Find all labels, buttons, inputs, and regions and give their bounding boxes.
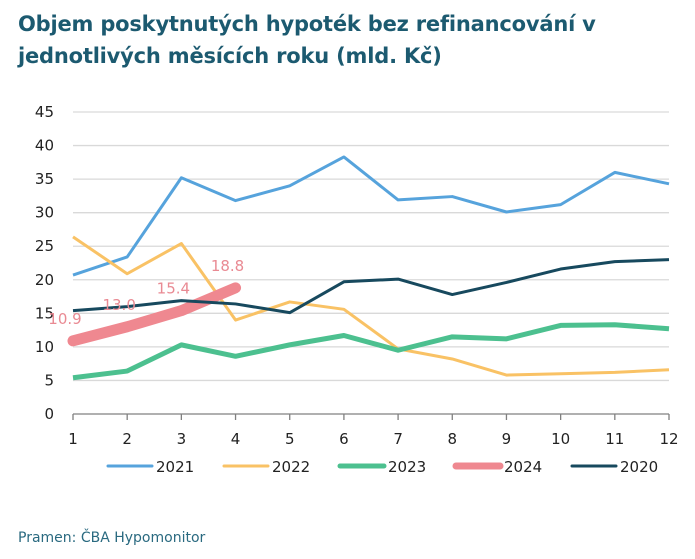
series-line-2021 xyxy=(72,155,670,277)
legend: 2021 2022 2023 2024 2020 xyxy=(106,458,658,476)
x-tick-label: 1 xyxy=(68,430,78,448)
y-tick-label: 15 xyxy=(35,304,54,322)
x-axis: 1 2 3 4 5 6 7 8 9 10 11 12 xyxy=(68,413,679,448)
legend-item-2024: 2024 xyxy=(452,458,542,476)
series-line-2023 xyxy=(72,322,670,381)
series-line-2020 xyxy=(72,258,670,315)
y-tick-label: 30 xyxy=(35,204,54,222)
data-labels: 10.9 13.0 15.4 18.8 xyxy=(48,257,244,328)
x-tick-label: 5 xyxy=(285,430,295,448)
y-tick-label: 0 xyxy=(44,405,54,423)
y-axis: 0 5 10 15 20 25 30 35 40 45 xyxy=(35,103,54,423)
x-tick-label: 3 xyxy=(177,430,187,448)
legend-label: 2020 xyxy=(620,458,658,476)
legend-label: 2024 xyxy=(504,458,542,476)
series-lines xyxy=(67,155,670,381)
data-label-2024: 10.9 xyxy=(48,310,81,328)
legend-item-2022: 2022 xyxy=(222,458,310,476)
legend-label: 2023 xyxy=(388,458,426,476)
y-tick-label: 5 xyxy=(44,371,54,389)
data-label-2024: 18.8 xyxy=(211,257,244,275)
x-tick-label: 4 xyxy=(231,430,241,448)
x-tick-label: 12 xyxy=(659,430,678,448)
legend-item-2023: 2023 xyxy=(337,458,426,476)
source-note: Pramen: ČBA Hypomonitor xyxy=(18,530,206,546)
x-tick-label: 10 xyxy=(551,430,570,448)
chart-title: Objem poskytnutých hypoték bez refinanco… xyxy=(18,12,596,68)
legend-label: 2021 xyxy=(156,458,194,476)
series-line-2024 xyxy=(67,282,242,347)
y-tick-label: 45 xyxy=(35,103,54,121)
y-tick-label: 40 xyxy=(35,137,54,155)
x-tick-label: 2 xyxy=(122,430,132,448)
x-tick-label: 7 xyxy=(393,430,403,448)
y-tick-label: 10 xyxy=(35,338,54,356)
x-tick-label: 8 xyxy=(447,430,457,448)
legend-label: 2022 xyxy=(272,458,310,476)
y-tick-label: 25 xyxy=(35,237,54,255)
legend-item-2020: 2020 xyxy=(570,458,658,476)
x-tick-label: 11 xyxy=(605,430,624,448)
legend-item-2021: 2021 xyxy=(106,458,194,476)
x-tick-label: 9 xyxy=(502,430,512,448)
series-line-2022 xyxy=(72,235,670,377)
x-tick-label: 6 xyxy=(339,430,349,448)
data-label-2024: 15.4 xyxy=(157,280,190,298)
y-tick-label: 20 xyxy=(35,271,54,289)
data-label-2024: 13.0 xyxy=(102,296,135,314)
y-tick-label: 35 xyxy=(35,170,54,188)
gridlines xyxy=(73,111,669,382)
